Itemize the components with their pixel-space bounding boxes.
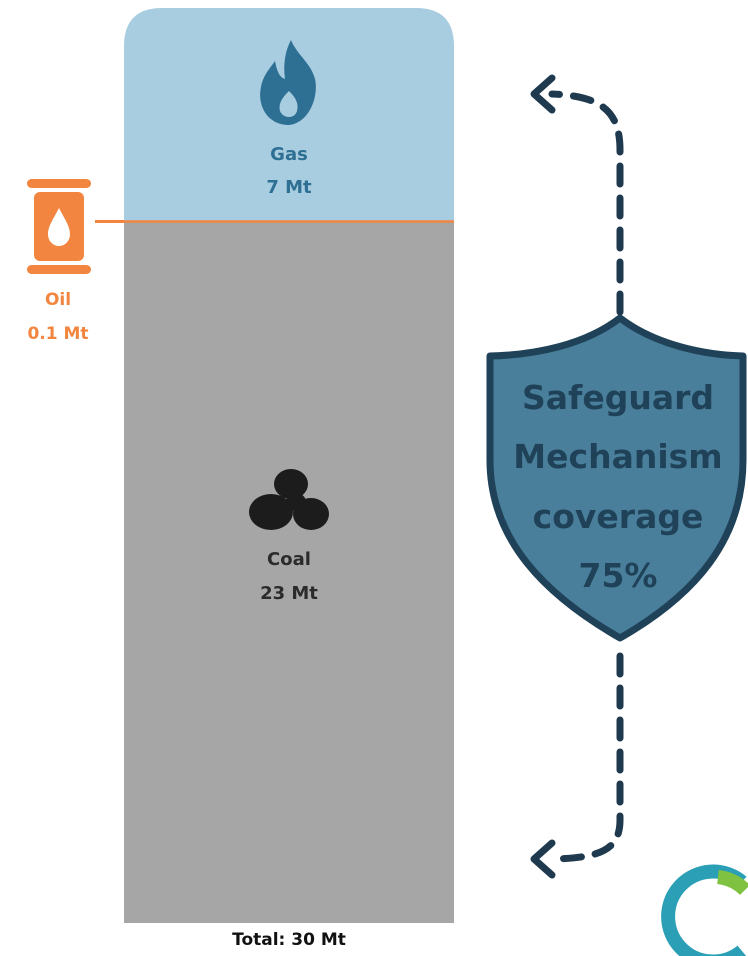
coal-value: 23 Mt	[260, 583, 318, 604]
total-label: Total: 30 Mt	[232, 930, 346, 950]
oil-value: 0.1 Mt	[27, 324, 89, 344]
oil-label: Oil	[44, 290, 72, 310]
shield-line-1: Safeguard	[521, 378, 715, 417]
gas-label: Gas	[270, 144, 308, 165]
shield-icon	[486, 314, 747, 642]
bar-segment-coal	[124, 221, 454, 923]
gas-value: 7 Mt	[266, 177, 312, 198]
oil-barrel-icon	[27, 179, 91, 274]
coal-icon	[249, 469, 329, 530]
downward-dashed-arrow	[530, 652, 624, 879]
shield-line-4: 75%	[578, 556, 658, 595]
shield-line-2: Mechanism	[513, 437, 723, 476]
brand-logo-icon	[661, 864, 748, 956]
flame-icon	[260, 40, 316, 125]
shield-line-3: coverage	[532, 497, 704, 536]
stacked-bar	[124, 8, 454, 923]
upward-dashed-arrow	[530, 74, 624, 316]
coal-label: Coal	[267, 549, 311, 570]
